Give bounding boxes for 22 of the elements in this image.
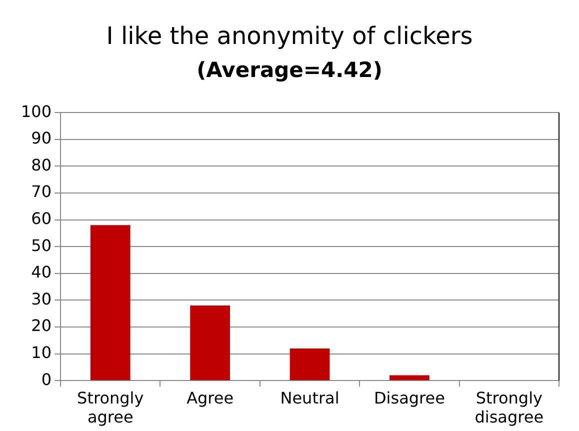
x-tick-label: Strongly agree [77, 388, 144, 427]
bar [390, 375, 430, 380]
x-tick-label: Strongly disagree [474, 388, 544, 427]
y-tick-label: 80 [31, 155, 52, 174]
y-tick-label: 10 [31, 342, 52, 362]
y-tick-label: 50 [31, 236, 52, 255]
x-tick-label: Agree [186, 388, 234, 408]
x-tick-label: Neutral [280, 388, 340, 408]
y-tick-label: 40 [31, 262, 52, 282]
chart-title: I like the anonymity of clickers [105, 22, 474, 50]
y-tick-label: 30 [31, 289, 52, 308]
y-tick-label: 90 [31, 128, 52, 148]
bar [290, 348, 330, 380]
x-tick-label: Disagree [374, 388, 445, 408]
y-tick-label: 20 [31, 316, 52, 336]
y-tick-label: 0 [41, 370, 52, 389]
y-tick-label: 100 [20, 102, 52, 121]
bar [190, 306, 230, 380]
chart-subtitle: (Average=4.42) [196, 58, 384, 82]
y-tick-label: 60 [31, 208, 52, 228]
bar [90, 225, 130, 380]
y-tick-label: 70 [31, 182, 52, 202]
